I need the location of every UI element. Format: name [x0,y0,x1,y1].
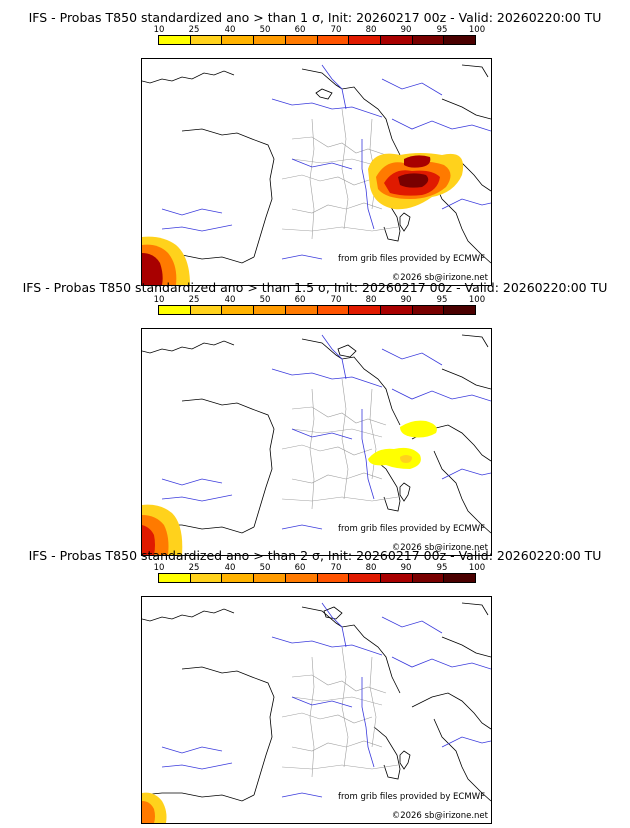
map-canvas [142,602,491,823]
colorbar-swatch [412,306,445,314]
colorbar-label: 60 [294,25,306,35]
colorbar-swatch [317,574,350,582]
colorbar-swatch [190,574,223,582]
colorbar-swatch [349,36,381,44]
colorbar-label: 40 [224,295,236,305]
colorbar-label: 10 [153,563,165,573]
colorbar-swatch [222,574,255,582]
data-source-credit: from grib files provided by ECMWF [338,254,485,264]
colorbar-label: 90 [400,295,412,305]
colorbar-label: 95 [436,25,448,35]
colorbar-swatch [159,574,191,582]
colorbar-label: 70 [330,295,342,305]
map-canvas [142,64,491,285]
colorbar-swatch [159,36,191,44]
probability-colorbar [158,305,476,315]
colorbar-labels: 10 25 40 50 60 70 80 90 95 100 [142,563,492,573]
colorbar-label: 50 [259,25,271,35]
colorbar-swatch [190,36,223,44]
colorbar-label: 10 [153,25,165,35]
colorbar-swatch [285,306,318,314]
colorbar-swatch [444,36,476,44]
copyright-credit: ©2026 sb@irizone.net [391,543,488,553]
colorbar-label: 70 [330,25,342,35]
probability-map: from grib files provided by ECMWF ©2026 … [141,328,492,556]
copyright-credit: ©2026 sb@irizone.net [391,811,488,821]
map-panel-1-5sigma: IFS - Probas T850 standardized ano > tha… [0,280,630,556]
probability-field-1-5sigma [142,420,437,555]
colorbar-label: 95 [436,563,448,573]
colorbar-label: 90 [400,25,412,35]
colorbar-swatch [285,36,318,44]
data-source-credit: from grib files provided by ECMWF [338,524,485,534]
colorbar-label: 25 [188,563,200,573]
colorbar-swatch [349,574,381,582]
colorbar-label: 60 [294,295,306,305]
colorbar-swatch [222,306,255,314]
corsica-coastline [399,212,411,232]
probability-map: from grib files provided by ECMWF ©2026 … [141,596,492,824]
corsica-coastline [399,482,411,502]
colorbar-swatch [412,36,445,44]
panel-title: IFS - Probas T850 standardized ano > tha… [28,548,602,563]
map-panel-2sigma: IFS - Probas T850 standardized ano > tha… [0,548,630,824]
colorbar-label: 60 [294,563,306,573]
colorbar-swatch [317,306,350,314]
map-canvas [142,334,491,555]
probability-field-1sigma [142,153,464,285]
colorbar-label: 100 [468,295,486,305]
colorbar-label: 80 [365,295,377,305]
probability-colorbar [158,35,476,45]
colorbar-swatch [380,306,413,314]
colorbar-swatch [190,306,223,314]
probability-map: from grib files provided by ECMWF ©2026 … [141,58,492,286]
colorbar-label: 100 [468,563,486,573]
colorbar-swatch [317,36,350,44]
colorbar-label: 25 [188,25,200,35]
colorbar-swatch [254,306,286,314]
colorbar-label: 50 [259,563,271,573]
colorbar-swatch [222,36,255,44]
probability-field-2sigma [142,792,167,823]
colorbar-label: 70 [330,563,342,573]
panel-title: IFS - Probas T850 standardized ano > tha… [22,280,608,295]
colorbar-swatch [285,574,318,582]
colorbar-label: 80 [365,563,377,573]
colorbar-swatch [412,574,445,582]
colorbar-label: 40 [224,25,236,35]
colorbar-label: 40 [224,563,236,573]
colorbar-label: 90 [400,563,412,573]
colorbar-swatch [444,574,476,582]
colorbar-label: 10 [153,295,165,305]
copyright-credit: ©2026 sb@irizone.net [391,273,488,283]
colorbar-swatch [159,306,191,314]
colorbar-swatch [254,36,286,44]
map-panel-1sigma: IFS - Probas T850 standardized ano > tha… [0,10,630,286]
colorbar-swatch [254,574,286,582]
corsica-coastline [399,750,411,770]
colorbar-label: 100 [468,25,486,35]
colorbar-label: 80 [365,25,377,35]
colorbar-label: 95 [436,295,448,305]
colorbar-label: 25 [188,295,200,305]
colorbar-swatch [380,36,413,44]
colorbar-swatch [380,574,413,582]
colorbar-swatch [349,306,381,314]
panel-title: IFS - Probas T850 standardized ano > tha… [28,10,602,25]
data-source-credit: from grib files provided by ECMWF [338,792,485,802]
colorbar-swatch [444,306,476,314]
probability-colorbar [158,573,476,583]
colorbar-labels: 10 25 40 50 60 70 80 90 95 100 [142,295,492,305]
colorbar-labels: 10 25 40 50 60 70 80 90 95 100 [142,25,492,35]
colorbar-label: 50 [259,295,271,305]
